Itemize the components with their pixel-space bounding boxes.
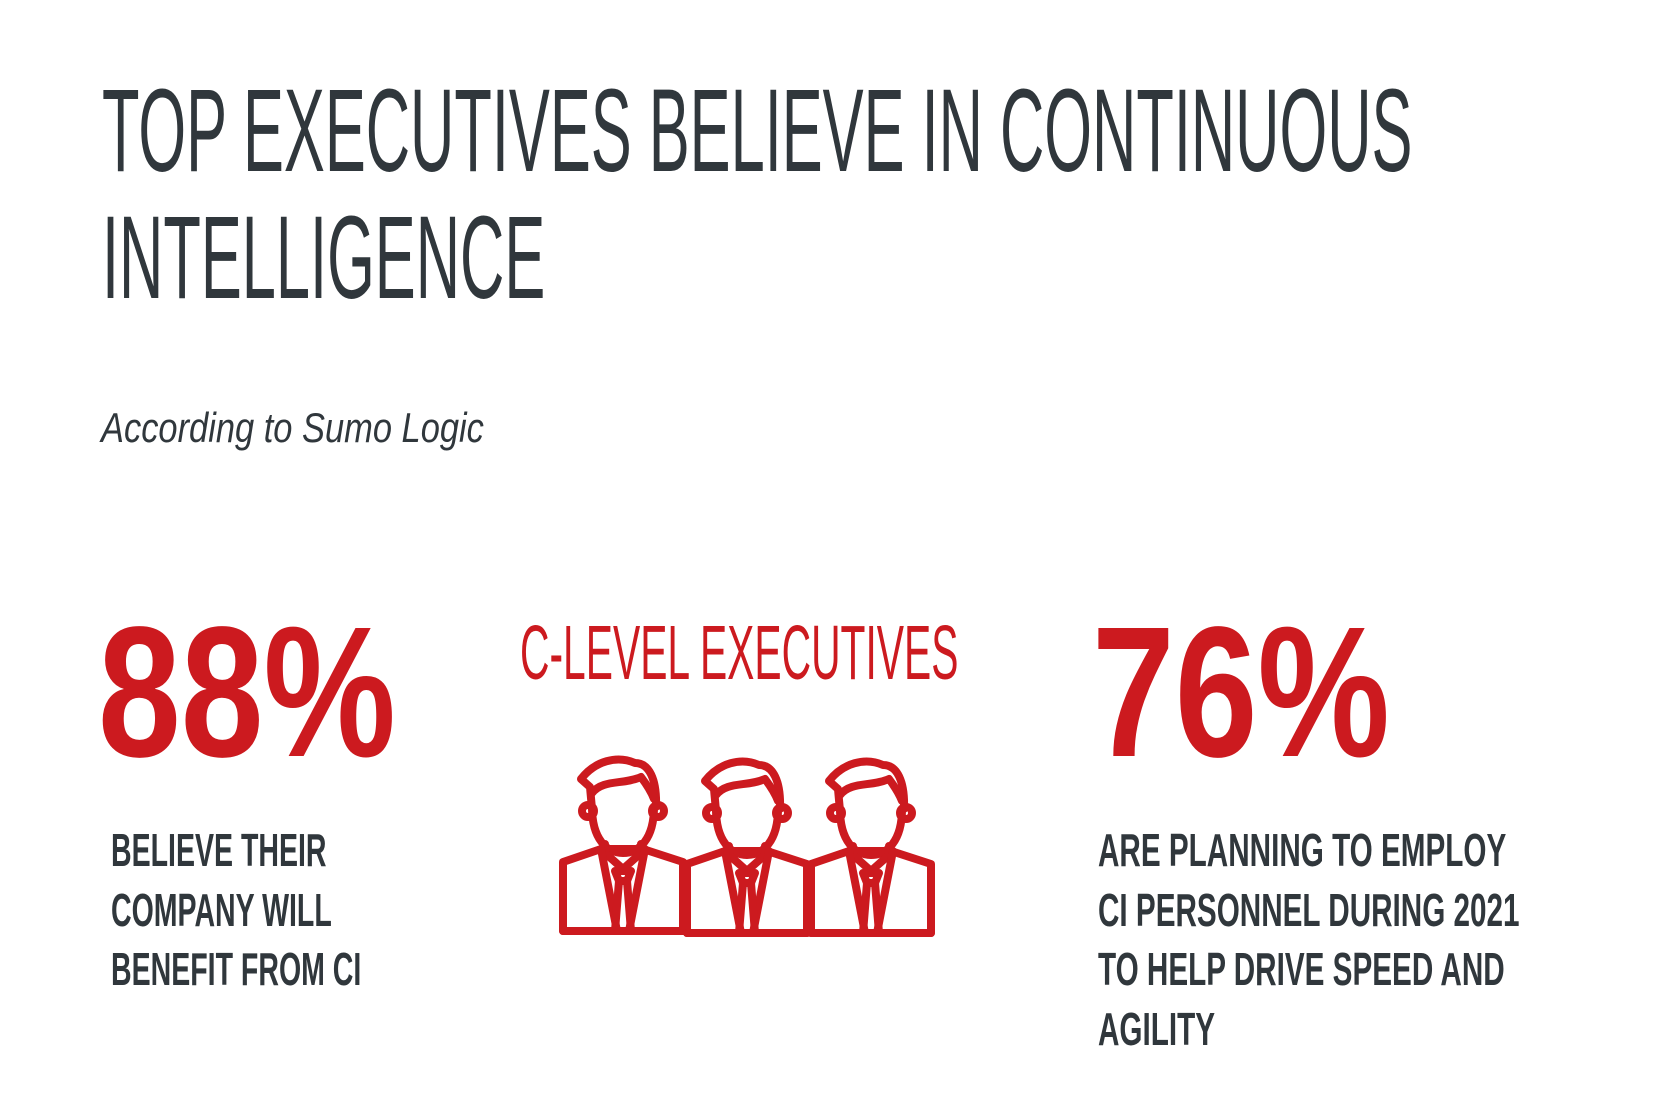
executives-group-icon	[557, 745, 947, 940]
description-line: BELIEVE THEIR	[111, 824, 327, 876]
subtitle: According to Sumo Logic	[101, 404, 484, 451]
executive-person-icon	[687, 762, 807, 933]
description-line: ARE PLANNING TO EMPLOY	[1098, 824, 1507, 876]
page-title-line-1: TOP EXECUTIVES BELIEVE IN CONTINUOUS	[102, 65, 1413, 197]
stat-76-value: 76%	[1092, 589, 1390, 796]
description-line: COMPANY WILL	[111, 883, 332, 936]
description-line: AGILITY	[1098, 1002, 1216, 1055]
page-title-line-2: INTELLIGENCE	[102, 192, 546, 324]
stat-88-value: 88%	[98, 589, 396, 796]
stat-88-description: BELIEVE THEIR COMPANY WILL BENEFIT FROM …	[111, 821, 361, 1000]
description-line: CI PERSONNEL DURING 2021	[1098, 883, 1520, 936]
stat-76-description: ARE PLANNING TO EMPLOY CI PERSONNEL DURI…	[1098, 821, 1520, 1059]
executive-person-icon	[563, 760, 683, 931]
description-line: TO HELP DRIVE SPEED AND	[1098, 943, 1505, 995]
c-level-executives-label: C-LEVEL EXECUTIVES	[520, 610, 959, 696]
description-line: BENEFIT FROM CI	[111, 943, 362, 995]
executive-person-icon	[811, 762, 931, 933]
